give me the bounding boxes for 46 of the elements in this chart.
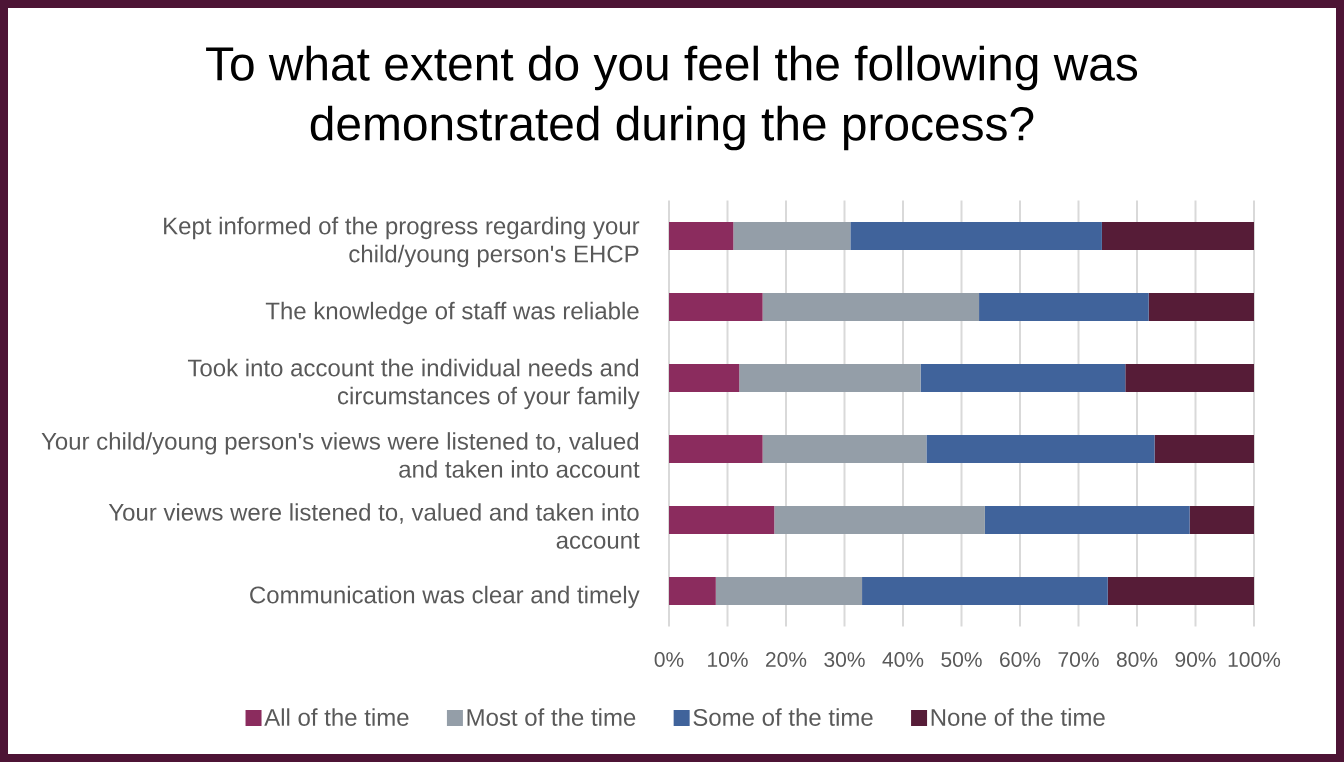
x-tick-label: 90% (1175, 652, 1216, 667)
bar (669, 434, 763, 463)
bar (1107, 576, 1254, 605)
bar (669, 222, 734, 250)
bar (733, 222, 851, 250)
x-tick-label: 40% (882, 652, 924, 667)
bar (1101, 222, 1254, 250)
bar (1154, 434, 1254, 463)
legend-label: None of the time (931, 708, 1105, 726)
bar (774, 505, 985, 534)
y-tick-label: Communication was clear and timely (250, 585, 640, 609)
bar (1125, 364, 1254, 392)
x-tick-label: 100% (1228, 652, 1281, 667)
bar (1148, 293, 1254, 321)
bar (762, 293, 980, 321)
bar (669, 293, 763, 321)
bar (669, 576, 716, 605)
bar (850, 222, 1102, 250)
x-tick-label: 80% (1116, 652, 1158, 667)
bar (762, 434, 927, 463)
bar (739, 364, 921, 392)
bar (920, 364, 1126, 392)
bar (984, 505, 1190, 534)
y-tick-label: Your child/young person's views were listened to, valued and taken into account (41, 432, 640, 478)
bar (669, 364, 740, 392)
bar (1189, 505, 1254, 534)
y-tick-label: The knowledge of staff was reliable (265, 301, 639, 325)
legend-label: Most of the time (467, 708, 636, 726)
bar (926, 434, 1155, 463)
legend-label: Some of the time (693, 708, 873, 726)
bar (715, 576, 863, 605)
bar (669, 505, 775, 534)
y-tick-label: Took into account the individual needs and circumstances of your family (187, 358, 640, 410)
x-tick-label: 30% (824, 652, 865, 667)
x-tick-label: 20% (766, 652, 807, 667)
y-tick-label: Kept informed of the progress regarding your child/young person's EHCP (164, 216, 640, 268)
chart-title: To what extent do you feel the following was demonstrated during the process? (206, 45, 1138, 151)
bar (979, 293, 1149, 321)
y-tick-label: Your views were listened to, valued and taken into account (108, 503, 640, 549)
x-tick-label: 10% (708, 652, 748, 667)
x-tick-label: 70% (1058, 652, 1099, 667)
legend-label: All of the time (264, 708, 409, 726)
bar (862, 576, 1108, 605)
x-tick-label: 60% (1000, 652, 1041, 667)
x-tick-label: 0% (654, 652, 684, 667)
x-tick-label: 50% (941, 652, 982, 667)
